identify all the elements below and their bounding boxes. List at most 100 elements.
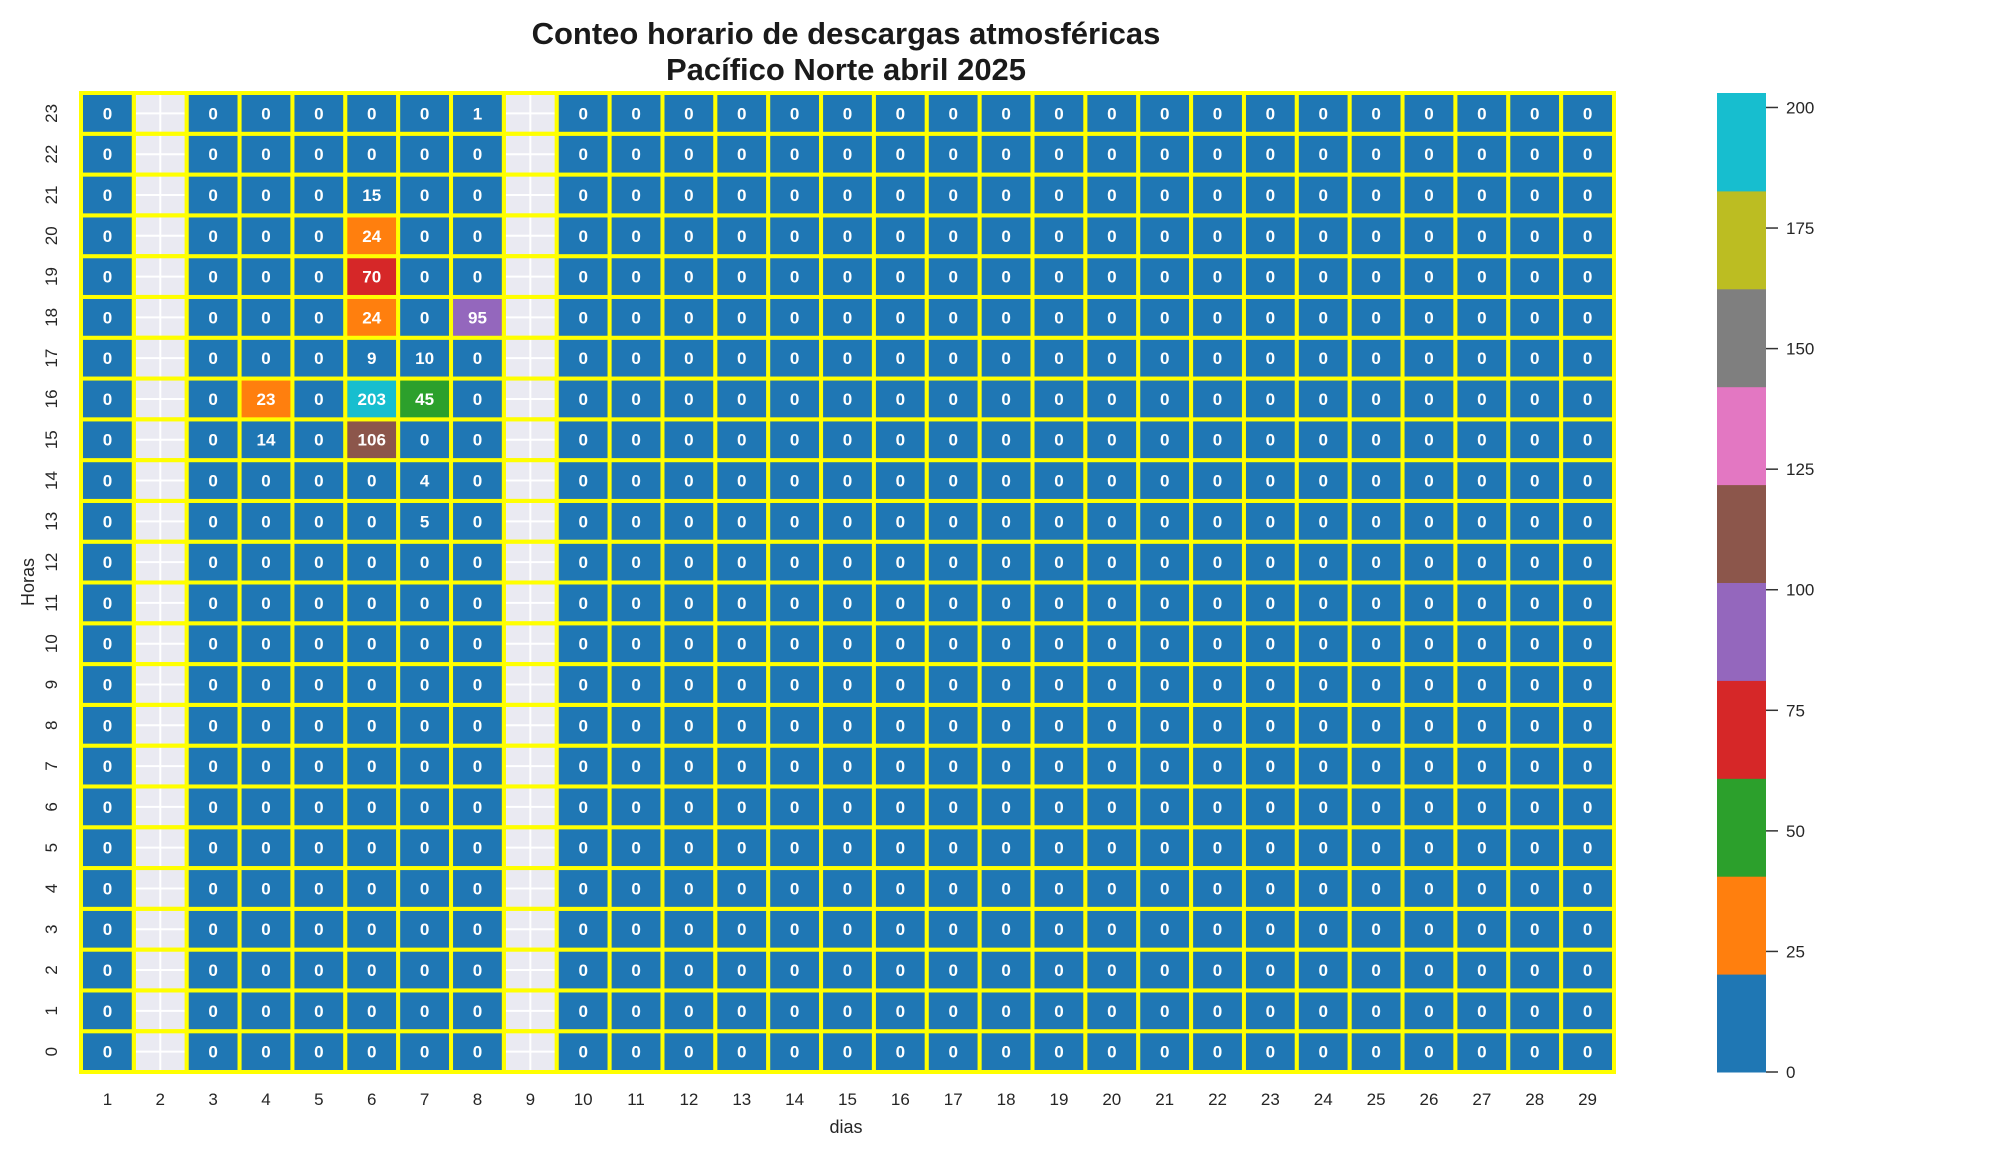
heatmap-cell [1559, 213, 1617, 259]
x-tick-label: 20 [1102, 1090, 1121, 1109]
heatmap-cell [79, 702, 136, 748]
cell-value-label: 0 [737, 798, 746, 817]
cell-value-label: 0 [1319, 757, 1328, 776]
heatmap-cell [1400, 254, 1458, 299]
cell-value-label: 0 [420, 961, 429, 980]
cell-value-label: 0 [208, 1043, 217, 1062]
cell-value-label: 0 [314, 349, 323, 368]
heatmap-cell [713, 376, 771, 422]
cell-value-label: 9 [367, 349, 376, 368]
heatmap-cell [871, 784, 929, 830]
cell-value-label: 0 [1107, 961, 1116, 980]
cell-value-label: 0 [578, 675, 587, 694]
heatmap-cell [1559, 376, 1617, 422]
cell-value-label: 0 [1530, 879, 1539, 898]
cell-value-label: 0 [1583, 798, 1592, 817]
cell-value-label: 0 [1213, 757, 1222, 776]
cell-value-label: 0 [314, 104, 323, 123]
cell-value-label: 0 [948, 186, 957, 205]
colorbar-tick-label: 0 [1786, 1063, 1795, 1082]
cell-value-label: 0 [1107, 431, 1116, 450]
heatmap-cell [449, 947, 506, 993]
x-tick-label: 13 [732, 1090, 751, 1109]
x-tick-label: 10 [574, 1090, 593, 1109]
cell-value-label: 0 [103, 512, 112, 531]
x-axis-label: dias [829, 1117, 862, 1137]
cell-value-label: 0 [1424, 635, 1433, 654]
cell-value-label: 0 [1054, 961, 1063, 980]
cell-value-label: 0 [1424, 757, 1433, 776]
cell-value-label: 0 [896, 1002, 905, 1021]
cell-value-label: 0 [314, 635, 323, 654]
cell-value-label: 5 [420, 512, 429, 531]
heatmap-cell [1136, 702, 1194, 748]
cell-value-label: 0 [1054, 512, 1063, 531]
heatmap-cell [554, 662, 612, 707]
cell-value-label: 0 [1266, 1043, 1275, 1062]
cell-value-label: 0 [1530, 390, 1539, 409]
y-tick-label: 22 [42, 145, 61, 164]
cell-value-label: 0 [367, 798, 376, 817]
x-tick-label: 25 [1367, 1090, 1386, 1109]
cell-value-label: 0 [1107, 268, 1116, 287]
cell-value-label: 0 [631, 104, 640, 123]
cell-value-label: 0 [1371, 390, 1380, 409]
cell-value-label: 0 [1213, 675, 1222, 694]
y-tick-label: 11 [42, 594, 61, 612]
cell-value-label: 0 [790, 349, 799, 368]
cell-value-label: 24 [362, 308, 381, 327]
cell-value-label: 0 [1107, 104, 1116, 123]
cell-value-label: 0 [1583, 390, 1592, 409]
y-tick-label: 1 [42, 1006, 61, 1015]
cell-value-label: 0 [261, 1002, 270, 1021]
cell-value-label: 0 [578, 1043, 587, 1062]
heatmap-cell [290, 947, 348, 993]
heatmap-cell [449, 784, 506, 830]
cell-value-label: 0 [1213, 145, 1222, 164]
cell-value-label: 0 [631, 839, 640, 858]
cell-value-label: 0 [1160, 104, 1169, 123]
cell-value-label: 0 [1477, 227, 1486, 246]
heatmap-cell [1559, 825, 1617, 871]
cell-value-label: 0 [1583, 757, 1592, 776]
cell-value-label: 0 [1530, 716, 1539, 735]
cell-value-label: 0 [1583, 1002, 1592, 1021]
colorbar-tick-label: 200 [1786, 98, 1814, 117]
cell-value-label: 0 [843, 635, 852, 654]
cell-value-label: 0 [843, 675, 852, 694]
cell-value-label: 0 [948, 879, 957, 898]
cell-value-label: 0 [208, 879, 217, 898]
cell-value-label: 106 [358, 431, 386, 450]
heatmap-cell [79, 825, 136, 871]
cell-value-label: 0 [684, 553, 693, 572]
cell-value-label: 0 [1319, 431, 1328, 450]
cell-value-label: 0 [1424, 839, 1433, 858]
heatmap-cell [1347, 906, 1405, 952]
cell-value-label: 0 [420, 675, 429, 694]
colorbar-segment [1717, 288, 1766, 388]
cell-value-label: 0 [103, 635, 112, 654]
cell-value-label: 0 [103, 431, 112, 450]
heatmap-cell [1506, 743, 1564, 789]
cell-value-label: 0 [631, 553, 640, 572]
cell-value-label: 0 [261, 879, 270, 898]
heatmap-cell [1506, 662, 1564, 707]
cell-value-label: 0 [1160, 431, 1169, 450]
heatmap-cell [1559, 458, 1617, 503]
y-tick-label: 13 [42, 512, 61, 531]
cell-value-label: 0 [1424, 961, 1433, 980]
colorbar: 0 25 50 75 100 125 150 175 200 [1717, 93, 1814, 1082]
heatmap-cell [1241, 1029, 1299, 1075]
cell-value-label: 0 [790, 1002, 799, 1021]
cell-value-label: 0 [1583, 716, 1592, 735]
cell-value-label: 0 [1001, 879, 1010, 898]
cell-value-label: 0 [1001, 920, 1010, 939]
y-tick-label: 15 [42, 430, 61, 449]
cell-value-label: 0 [1213, 1002, 1222, 1021]
x-tick-label: 9 [526, 1090, 535, 1109]
cell-value-label: 0 [314, 757, 323, 776]
cell-value-label: 0 [1054, 798, 1063, 817]
cell-value-label: 70 [362, 268, 381, 287]
cell-value-label: 0 [261, 716, 270, 735]
heatmap-cell [1083, 498, 1141, 544]
